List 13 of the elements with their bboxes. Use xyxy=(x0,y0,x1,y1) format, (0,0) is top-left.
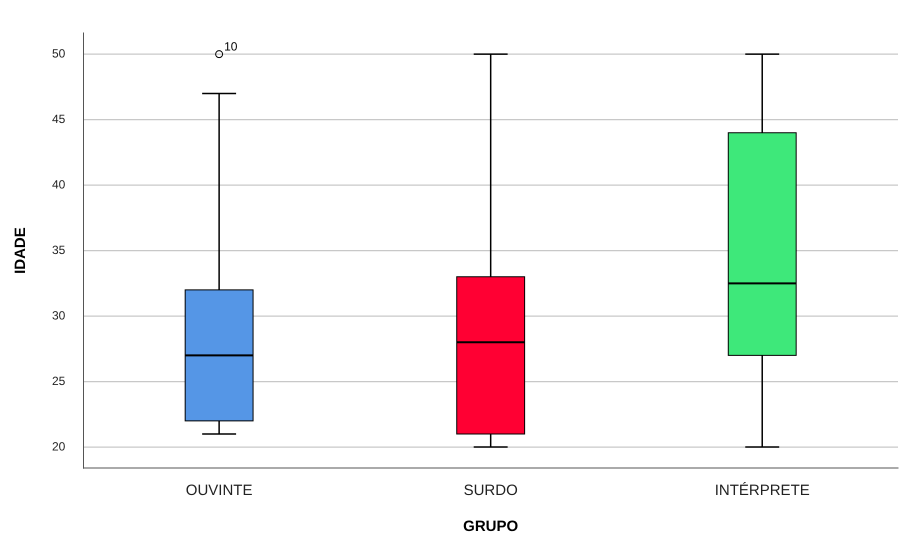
y-tick-label: 40 xyxy=(52,177,66,192)
y-tick-label: 45 xyxy=(52,112,66,126)
y-tick-label: 25 xyxy=(52,374,66,388)
y-tick-label: 20 xyxy=(52,439,66,454)
annotation: 10 xyxy=(224,39,238,54)
y-axis-title: IDADE xyxy=(12,227,30,274)
x-tick-label: OUVINTE xyxy=(186,482,252,500)
x-tick-label: INTÉRPRETE xyxy=(714,481,810,500)
y-tick-label: 30 xyxy=(52,308,66,322)
y-tick-label: 50 xyxy=(52,46,66,60)
x-tick-label: SURDO xyxy=(464,482,518,500)
y-tick-label: 35 xyxy=(52,242,66,257)
x-axis-title: GRUPO xyxy=(463,518,519,536)
